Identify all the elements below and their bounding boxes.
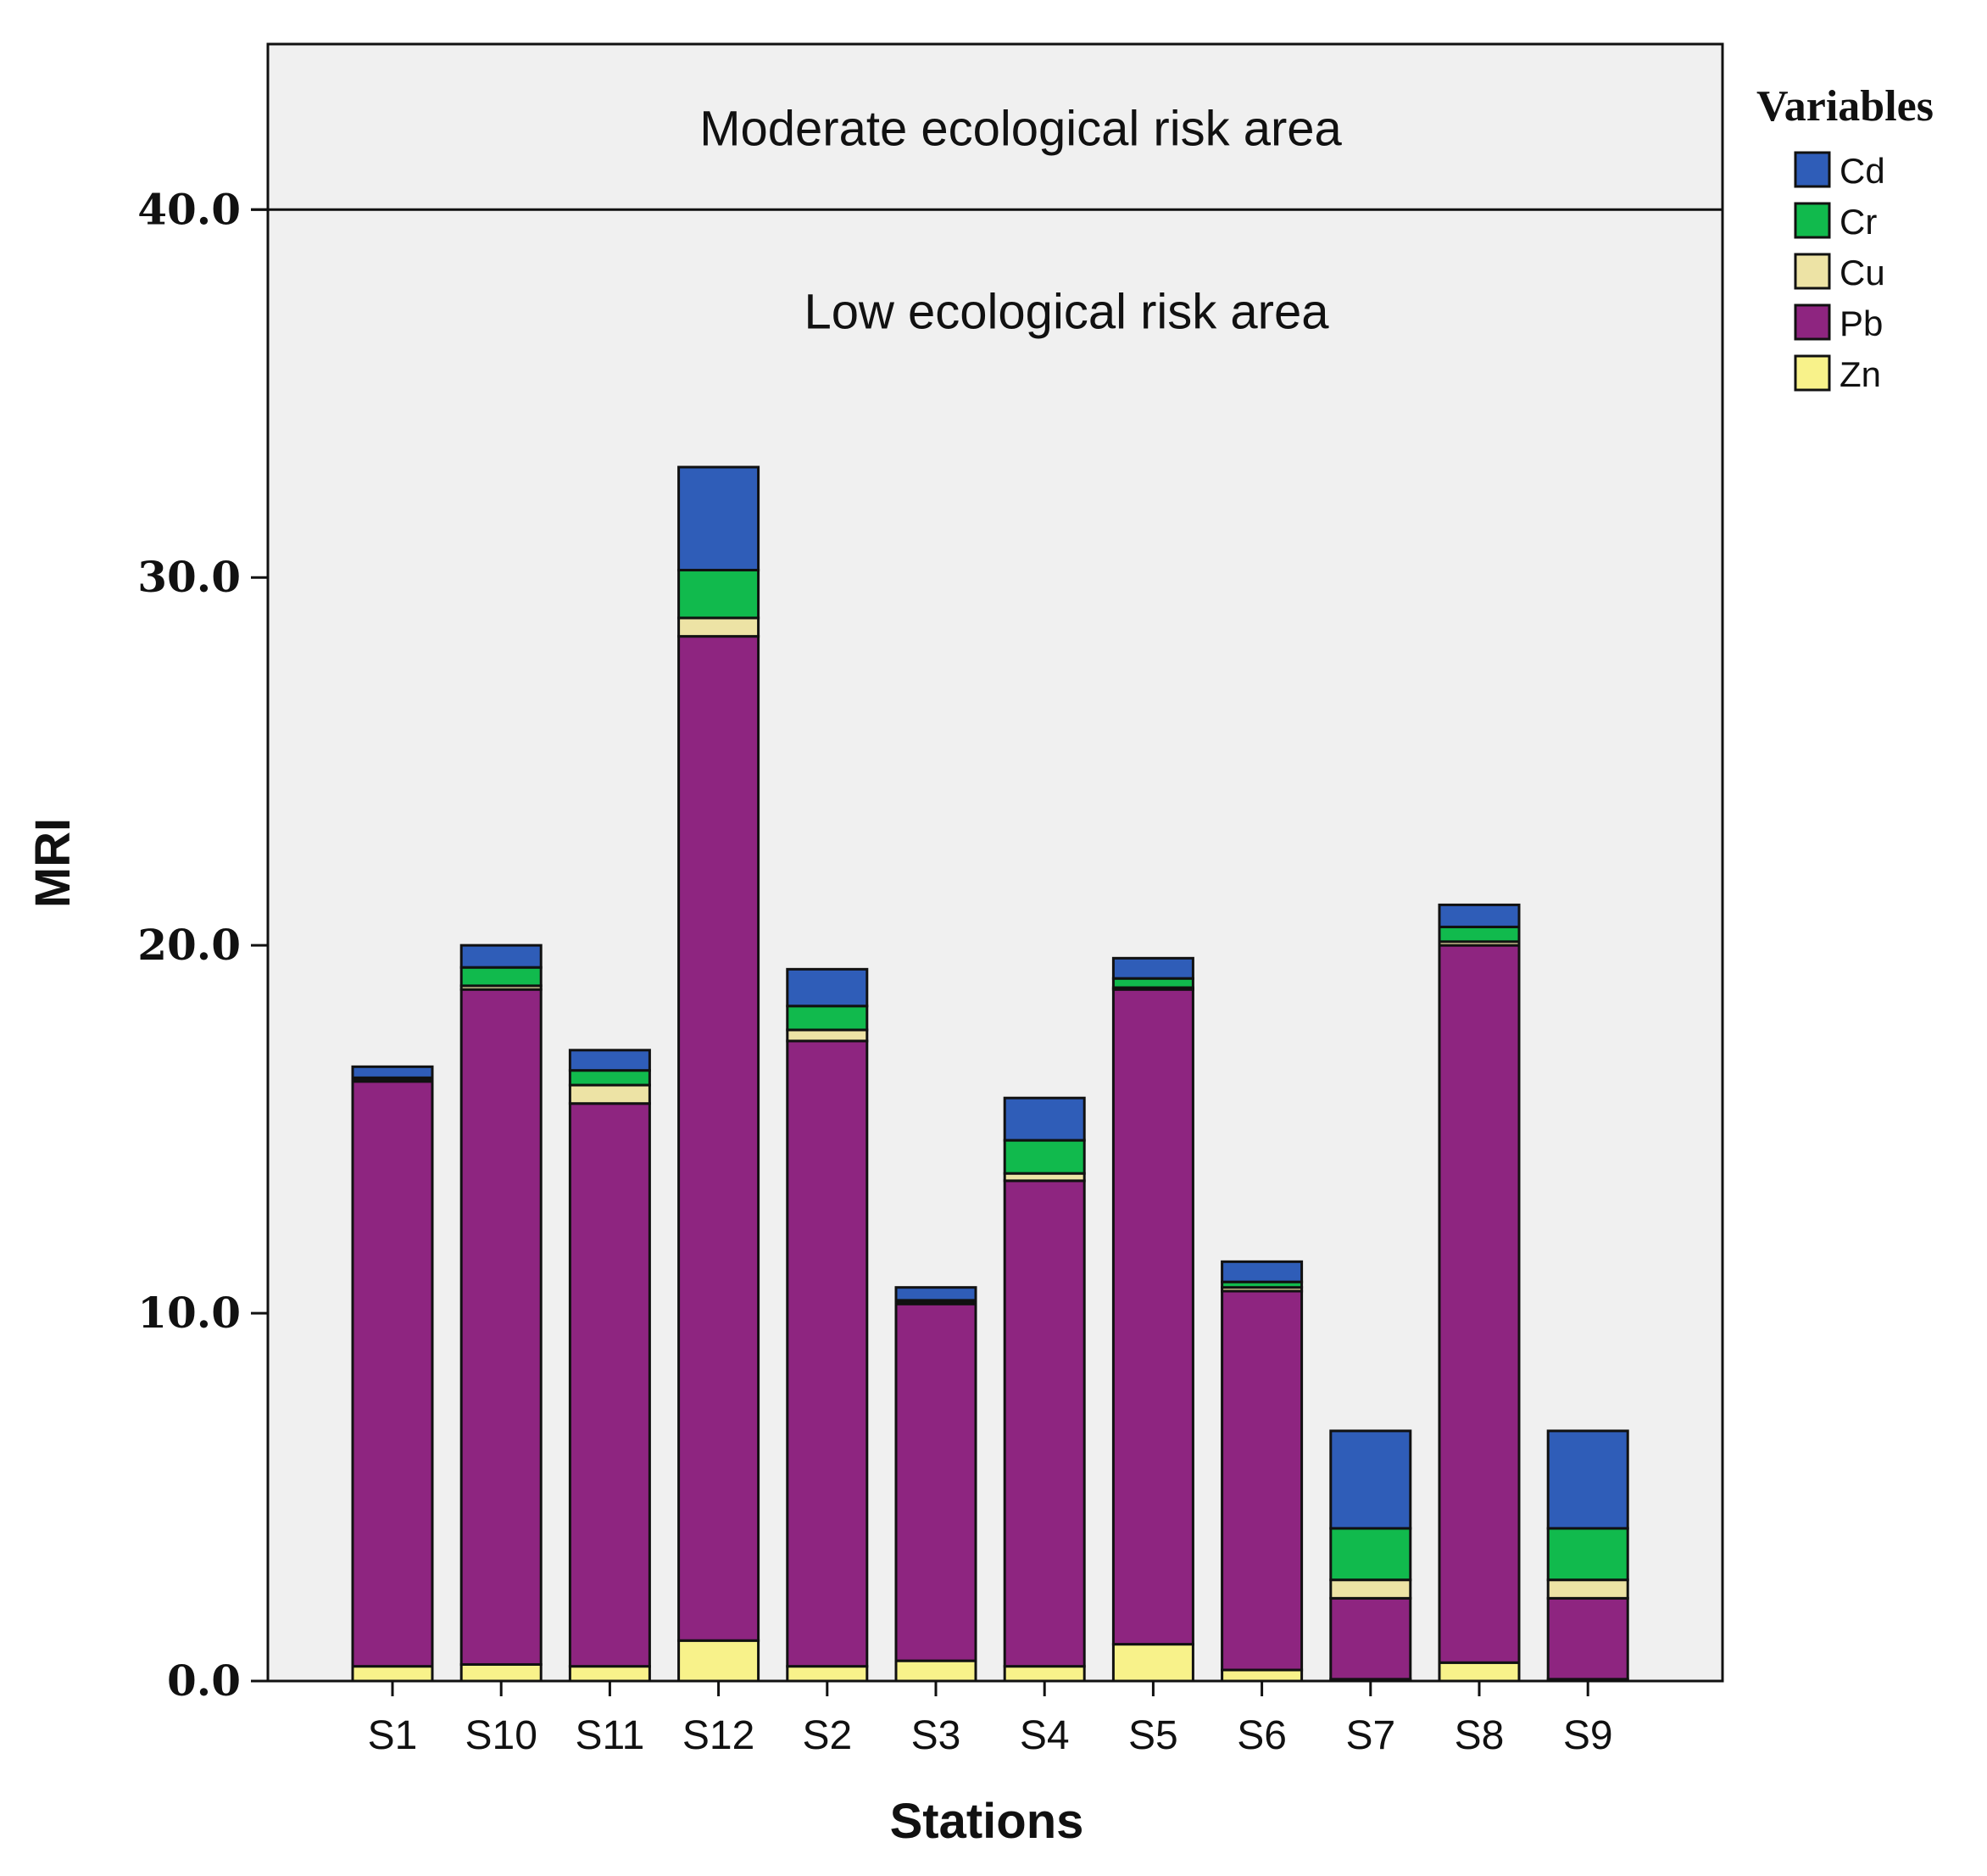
bar-segment-S5-zn — [1111, 1643, 1194, 1683]
bar-segment-S10-zn — [459, 1662, 543, 1683]
x-tick-label: S6 — [1237, 1713, 1287, 1758]
bar-segment-S10-cr — [459, 966, 543, 988]
bar-segment-S5-cd — [1111, 956, 1194, 980]
bar-segment-S10-cd — [459, 944, 543, 969]
bar-segment-S2-zn — [786, 1665, 869, 1683]
bar-segment-S9-cu — [1546, 1578, 1629, 1600]
bar-segment-S12-cu — [677, 616, 760, 638]
bar-segment-S11-cr — [568, 1069, 651, 1087]
legend-label-cd: Cd — [1840, 151, 1885, 191]
legend-label-zn: Zn — [1840, 354, 1881, 394]
y-tick-label: 40.0 — [137, 184, 241, 234]
bar-segment-S2-cr — [786, 1005, 869, 1032]
bar-segment-S7-cu — [1329, 1578, 1412, 1600]
bar-segment-S9-cd — [1546, 1429, 1629, 1530]
x-tick-label: S1 — [368, 1713, 418, 1758]
bar-segment-S4-cd — [1003, 1096, 1086, 1142]
bar-segment-S10-pb — [459, 988, 543, 1666]
y-tick-label: 20.0 — [137, 920, 241, 970]
bar-segment-S7-pb — [1329, 1596, 1412, 1681]
legend-title: Variables — [1756, 82, 1934, 131]
bar-segment-S1-cd — [351, 1065, 434, 1079]
bar-segment-S5-cr — [1111, 977, 1194, 989]
bar-segment-S8-pb — [1438, 944, 1521, 1664]
legend-label-cu: Cu — [1840, 253, 1885, 292]
legend-swatch-cr — [1794, 202, 1831, 239]
x-axis-title: Stations — [890, 1794, 1084, 1849]
bar-segment-S7-cr — [1329, 1527, 1412, 1582]
bar-segment-S4-cr — [1003, 1138, 1086, 1175]
x-tick-label: S5 — [1128, 1713, 1178, 1758]
y-tick-label: 30.0 — [137, 552, 241, 602]
legend-label-pb: Pb — [1840, 303, 1883, 343]
bar-segment-S8-cd — [1438, 903, 1521, 928]
bar-segment-S4-zn — [1003, 1665, 1086, 1683]
bar-segment-S8-zn — [1438, 1661, 1521, 1683]
y-axis-title: MRI — [25, 818, 81, 908]
bar-segment-S8-cr — [1438, 925, 1521, 944]
x-tick-label: S2 — [802, 1713, 852, 1758]
x-tick-label: S7 — [1345, 1713, 1395, 1758]
legend-swatch-pb — [1794, 303, 1831, 341]
bar-segment-S3-pb — [894, 1302, 977, 1662]
bar-segment-S11-pb — [568, 1102, 651, 1668]
bar-segment-S5-pb — [1111, 988, 1194, 1646]
x-tick-label: S3 — [911, 1713, 961, 1758]
bar-segment-S6-zn — [1221, 1668, 1304, 1683]
bar-segment-S12-pb — [677, 635, 760, 1642]
bar-segment-S2-cu — [786, 1028, 869, 1043]
legend-label-cr: Cr — [1840, 202, 1877, 242]
y-tick-label: 0.0 — [167, 1656, 241, 1706]
x-tick-label: S9 — [1563, 1713, 1613, 1758]
bar-segment-S12-cd — [677, 465, 760, 572]
bar-segment-S7-cd — [1329, 1429, 1412, 1530]
bar-segment-S11-cd — [568, 1049, 651, 1072]
bar-segment-S9-cr — [1546, 1527, 1629, 1582]
bar-segment-S6-cd — [1221, 1260, 1304, 1283]
bar-segment-S6-pb — [1221, 1289, 1304, 1672]
bar-segment-S12-cr — [677, 569, 760, 620]
bar-segment-S2-cd — [786, 967, 869, 1008]
x-tick-label: S4 — [1020, 1713, 1070, 1758]
bar-segment-S1-zn — [351, 1665, 434, 1683]
x-tick-label: S8 — [1455, 1713, 1505, 1758]
bar-segment-S3-cd — [894, 1286, 977, 1302]
bar-segment-S2-pb — [786, 1039, 869, 1668]
zone-label-moderate: Moderate ecological risk area — [699, 102, 1342, 157]
zone-label-low: Low ecological risk area — [804, 284, 1330, 339]
x-tick-label: S10 — [465, 1713, 537, 1758]
bar-segment-S4-pb — [1003, 1179, 1086, 1668]
bar-segment-S12-zn — [677, 1639, 760, 1683]
x-tick-label: S11 — [575, 1713, 644, 1758]
legend-swatch-cd — [1794, 151, 1831, 188]
bar-segment-S3-zn — [894, 1659, 977, 1683]
x-tick-label: S12 — [682, 1713, 754, 1758]
bar-segment-S1-pb — [351, 1080, 434, 1668]
legend-swatch-cu — [1794, 253, 1831, 290]
bar-segment-S11-zn — [568, 1665, 651, 1683]
bar-segment-S9-pb — [1546, 1596, 1629, 1681]
y-tick-label: 10.0 — [137, 1288, 241, 1338]
legend-swatch-zn — [1794, 354, 1831, 392]
bar-segment-S11-cu — [568, 1083, 651, 1105]
